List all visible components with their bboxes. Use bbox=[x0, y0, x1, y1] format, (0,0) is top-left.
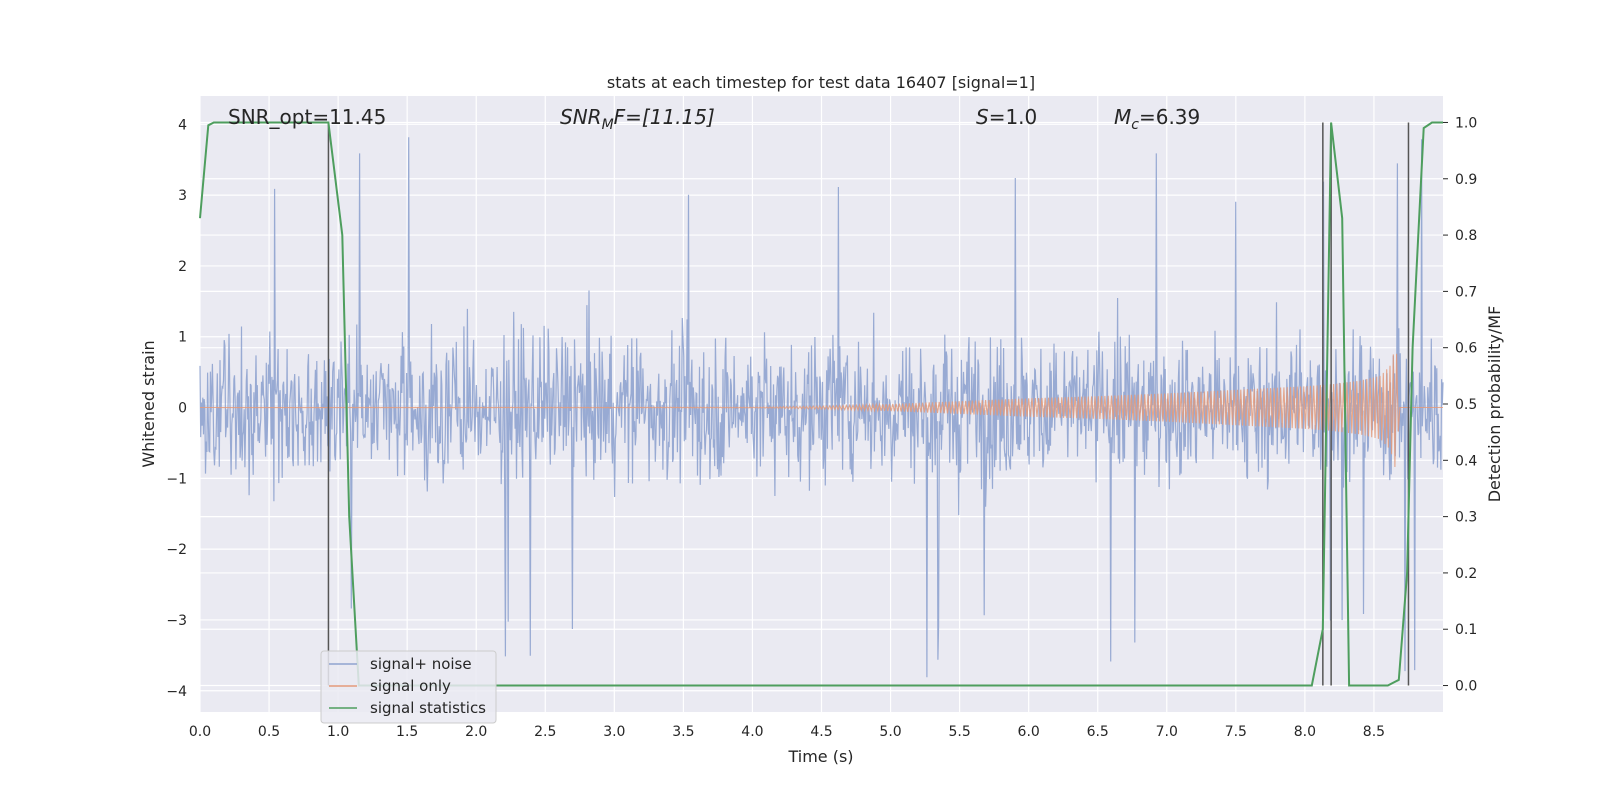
x-tick-label: 1.0 bbox=[327, 724, 349, 740]
x-tick-label: 1.5 bbox=[396, 724, 418, 740]
y-axis-label-left: Whitened strain bbox=[139, 340, 158, 467]
x-tick-label: 3.0 bbox=[603, 724, 625, 740]
y-tick-label-right: 0.2 bbox=[1455, 566, 1477, 582]
signal-statistics-series bbox=[199, 121, 1443, 687]
annotation-snr-mf: SNRMF=[11.15] bbox=[560, 105, 715, 133]
chart-title: stats at each timestep for test data 164… bbox=[607, 73, 1035, 92]
y-tick-label-right: 0.7 bbox=[1455, 284, 1477, 300]
annotation-mc-value: =6.39 bbox=[1139, 105, 1200, 129]
y-tick-label-left: 2 bbox=[178, 259, 187, 275]
x-tick-label: 0.0 bbox=[189, 724, 211, 740]
signal-noise-line bbox=[199, 137, 1444, 678]
signal-statistics-line bbox=[199, 121, 1443, 687]
x-tick-label: 0.5 bbox=[258, 724, 280, 740]
annotation-mc: Mc=6.39 bbox=[1114, 105, 1200, 133]
y-tick-label-left: 1 bbox=[178, 330, 187, 346]
annotation-s: S=1.0 bbox=[976, 105, 1037, 129]
legend: signal+ noise signal only signal statist… bbox=[320, 650, 497, 724]
y-tick-label-right: 0.4 bbox=[1455, 453, 1477, 469]
y-tick-label-right: 0.9 bbox=[1455, 172, 1477, 188]
annotation-snr-opt: SNR_opt=11.45 bbox=[228, 105, 386, 129]
annotation-mc-sub: c bbox=[1131, 117, 1139, 133]
annotation-mc-base: M bbox=[1114, 105, 1131, 129]
y-tick-label-left: −4 bbox=[166, 684, 187, 700]
legend-label-signal-only: signal only bbox=[370, 677, 451, 695]
legend-box bbox=[320, 650, 497, 724]
y-tick-label-right: 0.0 bbox=[1455, 679, 1477, 695]
y-tick-label-right: 1.0 bbox=[1455, 115, 1477, 131]
y-tick-label-left: −3 bbox=[166, 613, 187, 629]
y-axis-label-right: Detection probability/MF bbox=[1485, 306, 1504, 503]
y-tick-label-left: 3 bbox=[178, 188, 187, 204]
annotation-s-symbol: S bbox=[976, 105, 989, 129]
annotation-snr-mf-rest: F=[11.15] bbox=[614, 105, 715, 129]
y-tick-label-right: 0.6 bbox=[1455, 341, 1477, 357]
legend-label-signal-noise: signal+ noise bbox=[370, 655, 472, 673]
x-tick-label: 5.5 bbox=[948, 724, 970, 740]
signal-noise-series bbox=[199, 137, 1444, 678]
x-tick-label: 2.5 bbox=[534, 724, 556, 740]
x-tick-label: 7.0 bbox=[1156, 724, 1178, 740]
x-tick-label: 6.0 bbox=[1018, 724, 1040, 740]
x-tick-label: 4.5 bbox=[810, 724, 832, 740]
legend-label-signal-statistics: signal statistics bbox=[370, 699, 486, 717]
signal-only-series bbox=[200, 353, 1443, 468]
y-tick-label-right: 0.5 bbox=[1455, 397, 1477, 413]
y-tick-label-right: 0.8 bbox=[1455, 228, 1477, 244]
x-tick-label: 2.0 bbox=[465, 724, 487, 740]
x-tick-label: 6.5 bbox=[1087, 724, 1109, 740]
annotation-s-value: =1.0 bbox=[989, 105, 1038, 129]
x-tick-label: 3.5 bbox=[672, 724, 694, 740]
y-tick-label-left: 0 bbox=[178, 401, 187, 417]
x-tick-label: 7.5 bbox=[1225, 724, 1247, 740]
x-axis-label: Time (s) bbox=[787, 747, 853, 766]
x-tick-label: 4.0 bbox=[741, 724, 763, 740]
x-tick-label: 8.5 bbox=[1363, 724, 1385, 740]
x-tick-label: 5.0 bbox=[879, 724, 901, 740]
x-tick-label: 8.0 bbox=[1294, 724, 1316, 740]
annotation-snr-mf-sub: M bbox=[602, 117, 614, 133]
y-tick-label-left: 4 bbox=[178, 117, 187, 133]
y-tick-label-right: 0.1 bbox=[1455, 622, 1477, 638]
y-tick-label-left: −2 bbox=[166, 542, 187, 558]
y-tick-label-left: −1 bbox=[166, 471, 187, 487]
annotation-snr-mf-base: SNR bbox=[560, 105, 602, 129]
tick-labels: 0.0 0.5 1.0 1.5 2.0 2.5 3.0 3.5 4.0 4.5 5.0 5.5 6.0 6… bbox=[166, 115, 1477, 740]
signal-only-line bbox=[200, 353, 1443, 468]
y-tick-label-right: 0.3 bbox=[1455, 510, 1477, 526]
